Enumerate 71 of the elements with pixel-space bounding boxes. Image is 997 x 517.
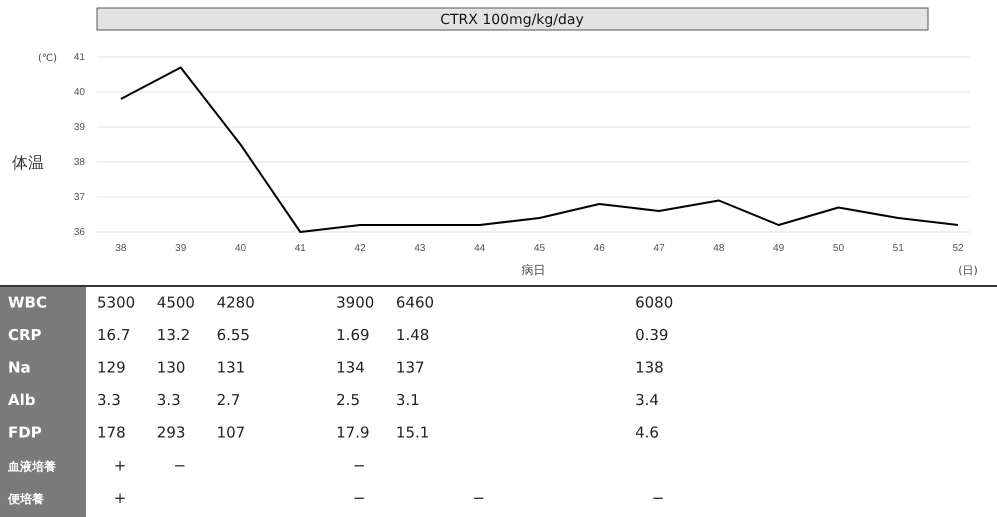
data-label: 3.1: [396, 391, 420, 410]
data-label: 6.55: [216, 326, 250, 344]
data-label: −: [352, 488, 366, 507]
data-label: 6080: [635, 293, 674, 312]
text: Na: [8, 358, 31, 376]
data-label: 3900: [336, 293, 374, 312]
data-label: 2.5: [336, 391, 360, 410]
data-label: −: [173, 456, 186, 474]
y-tick-label: 38: [74, 157, 86, 168]
data-label: 4280: [216, 293, 255, 312]
data-label: 129: [97, 358, 126, 376]
chart-title: CTRX 100mg/kg/day: [440, 12, 584, 28]
x-tick-label: 39: [175, 243, 187, 254]
data-label: 16.7: [97, 326, 130, 344]
data-label: 6460: [396, 293, 434, 312]
text: CRP: [8, 326, 42, 344]
text: 血液培養: [7, 459, 57, 474]
data-label: 134: [336, 358, 365, 376]
x-tick-label: 49: [773, 243, 785, 254]
data-label: 13.2: [156, 326, 190, 344]
data-label: 17.9: [336, 424, 370, 442]
x-tick-label: 50: [832, 243, 844, 254]
y-axis-title: 体温: [12, 153, 44, 172]
data-label: 1.69: [336, 326, 370, 344]
data-label: 2.7: [216, 391, 240, 410]
x-tick-label: 40: [234, 243, 247, 254]
data-label: 4.6: [635, 424, 659, 442]
data-label: 131: [216, 358, 246, 376]
text: WBC: [8, 293, 47, 312]
line-series: [120, 66, 960, 233]
data-label: 138: [635, 358, 664, 376]
data-label: 178: [97, 424, 126, 442]
x-axis-title: 病日: [522, 263, 546, 277]
data-label: +: [114, 456, 126, 474]
x-tick-label: 41: [294, 243, 306, 254]
y-tick-label: 36: [74, 227, 86, 238]
data-label: 5300: [97, 293, 136, 312]
x-tick-label: 42: [354, 243, 366, 254]
text: Alb: [8, 391, 36, 410]
data-label: −: [352, 456, 366, 474]
data-label: 137: [396, 358, 425, 376]
data-label: −: [472, 488, 486, 507]
text: (℃): [38, 53, 58, 64]
x-tick-label: 52: [952, 243, 964, 254]
x-tick-label: 47: [654, 243, 666, 254]
data-label: 130: [156, 358, 186, 376]
data-label: −: [652, 488, 664, 507]
data-label: +: [114, 488, 126, 507]
data-label: 1.48: [396, 326, 430, 344]
x-tick-label: 51: [892, 243, 904, 254]
data-label: 15.1: [396, 424, 430, 442]
data-label: 4500: [156, 293, 195, 312]
x-tick-label: 38: [115, 243, 127, 254]
x-tick-label: 43: [414, 243, 426, 254]
x-tick-label: 46: [594, 243, 606, 254]
x-tick-label: 48: [713, 243, 725, 254]
y-tick-label: 37: [74, 192, 86, 204]
y-tick-label: 41: [74, 52, 86, 64]
text: 便培養: [7, 492, 45, 506]
y-tick-label: 39: [74, 122, 86, 134]
y-tick-label: 40: [74, 87, 86, 98]
x-tick-label: 45: [534, 243, 546, 254]
text: (日): [958, 264, 978, 277]
data-label: 3.3: [156, 391, 181, 410]
data-label: 293: [156, 424, 186, 442]
x-tick-label: 44: [474, 243, 486, 254]
data-label: 3.4: [635, 391, 659, 410]
text: FDP: [8, 424, 42, 442]
data-label: 107: [216, 424, 246, 442]
data-label: 0.39: [635, 326, 668, 344]
data-label: 3.3: [97, 391, 121, 410]
